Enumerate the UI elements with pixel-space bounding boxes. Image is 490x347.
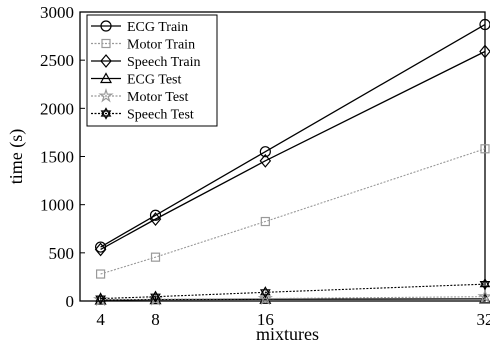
data-point-2-3 [479,44,490,59]
series-layer [93,18,490,307]
data-point-0-2 [259,146,271,158]
legend-marker-5 [100,107,112,120]
legend-marker-4 [98,88,114,103]
data-point-4-0 [93,291,109,307]
y-tick-label: 1500 [40,148,74,167]
data-point-0-3 [479,18,490,31]
y-axis-title: time (s) [6,129,27,185]
data-point-5-2 [259,286,271,299]
legend-label-3: ECG Test [127,73,181,88]
legend-marker-0 [100,20,112,32]
legend-marker-1 [101,38,111,49]
data-point-2-1 [149,212,162,227]
legend-box [86,14,218,127]
legend-label-1: Motor Train [127,38,195,53]
series-line-4 [100,296,486,301]
data-point-1-1 [150,252,161,262]
data-point-0-1 [149,209,162,221]
data-point-2-2 [259,153,272,168]
legend-label-4: Motor Test [127,90,188,105]
legend: ECG Train Motor Train Speech Train ECG Test… [86,14,218,127]
data-point-2-0 [94,242,107,257]
data-point-5-3 [479,277,490,291]
x-axis: 4 8 16 32 [96,296,490,329]
series-line-2 [100,50,486,251]
data-point-1-0 [95,269,106,279]
data-point-1-2 [260,216,270,227]
y-tick-label: 0 [66,292,75,311]
legend-marker-2 [100,54,112,68]
x-tick-label: 4 [96,310,105,329]
legend-label-5: Speech Test [127,108,194,123]
data-point-5-1 [150,290,161,303]
y-tick-label: 1000 [40,196,74,215]
series-line-5 [100,283,486,300]
y-tick-label: 500 [49,244,75,263]
x-tick-label: 8 [151,310,160,329]
x-tick-label: 32 [477,310,490,329]
series-line-1 [100,148,486,275]
legend-label-0: ECG Train [127,20,188,35]
data-point-4-3 [477,288,490,304]
y-tick-label: 2500 [40,51,74,70]
y-axis: 0 500 1000 1500 2000 2500 3000 [40,3,85,311]
legend-marker-3 [99,72,113,84]
data-point-4-2 [257,290,273,306]
x-tick-label: 16 [257,310,274,329]
y-tick-label: 2000 [40,99,74,118]
data-point-1-3 [480,144,490,154]
legend-label-2: Speech Train [127,55,201,70]
data-point-5-0 [95,292,106,305]
series-line-0 [100,23,486,248]
y-tick-label: 3000 [40,3,74,22]
x-axis-title: mixtures [256,324,319,344]
